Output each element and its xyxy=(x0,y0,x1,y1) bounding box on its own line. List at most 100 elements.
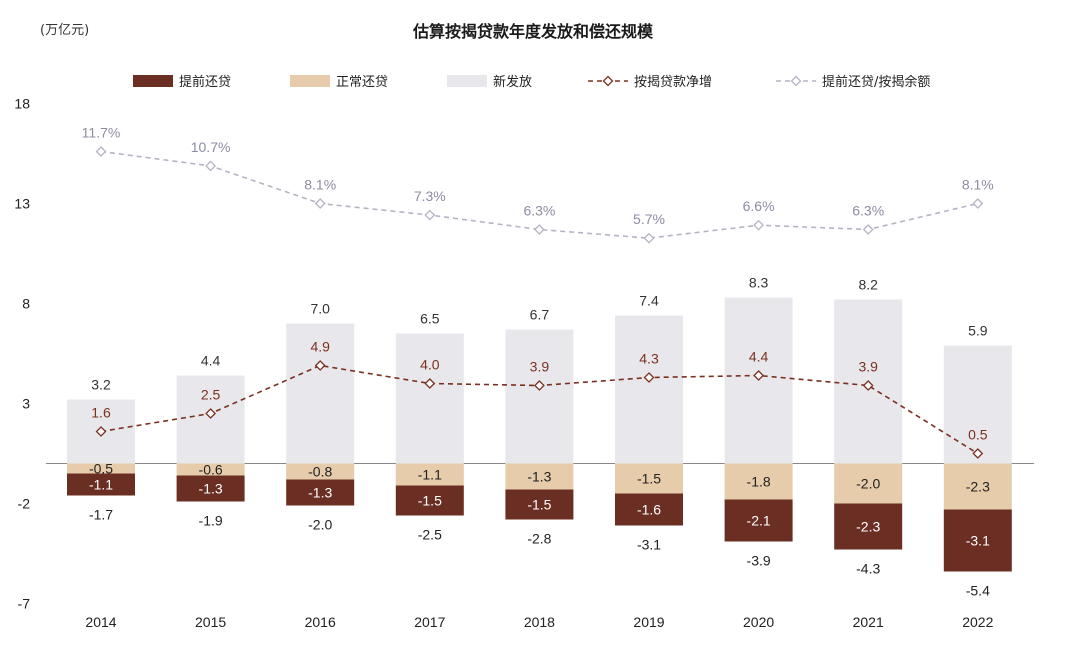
x-tick-label: 2021 xyxy=(853,614,884,630)
net-increase-label: 0.5 xyxy=(968,427,988,443)
net-increase-label: 2.5 xyxy=(201,387,221,403)
early-repay-ratio-point xyxy=(972,198,984,209)
label-early-repayment: -3.1 xyxy=(966,533,990,549)
bar-early-repayment xyxy=(943,509,1012,572)
legend-swatch xyxy=(133,75,173,87)
chart-title: 估算按揭贷款年度发放和偿还规模 xyxy=(412,22,654,41)
bar-normal-repayment xyxy=(286,463,355,480)
net-increase-point xyxy=(314,360,326,371)
label-new-issuance: 8.2 xyxy=(858,277,878,293)
label-normal-repayment: -0.8 xyxy=(308,464,332,480)
label-normal-repayment: -0.6 xyxy=(199,462,223,478)
legend-swatch-marker xyxy=(602,75,614,87)
x-tick-label: 2020 xyxy=(743,614,774,630)
x-tick-label: 2022 xyxy=(962,614,993,630)
early-repay-ratio-line xyxy=(100,150,978,239)
early-repay-ratio-label: 6.6% xyxy=(743,198,775,214)
label-new-issuance: 7.0 xyxy=(310,301,330,317)
bar-normal-repayment xyxy=(615,463,683,494)
net-increase-label: 3.9 xyxy=(858,359,878,375)
legend-swatch xyxy=(290,75,330,87)
label-total-repayment: -2.5 xyxy=(418,527,442,543)
bar-normal-repayment xyxy=(505,463,574,490)
early-repay-ratio-point xyxy=(533,224,545,235)
legend-label: 提前还贷 xyxy=(179,74,231,90)
early-repay-ratio-label: 8.1% xyxy=(304,177,336,193)
net-increase-point xyxy=(205,408,217,419)
early-repay-ratio-point xyxy=(862,224,874,235)
bars: 3.2-0.5-1.1-1.74.4-0.6-1.3-1.97.0-0.8-1.… xyxy=(67,275,1012,599)
x-tick-label: 2015 xyxy=(195,614,226,630)
legend: 提前还贷 正常还贷 新发放 按揭贷款净增 提前还贷/按揭余额 xyxy=(133,74,930,90)
net-increase-point xyxy=(424,378,436,389)
early-repay-ratio-point xyxy=(424,209,436,221)
lines: 1.6 2.5 4.9 4.0 3.9 4.3 4.4 3.9 0.5 11.7% 10.7% 8.1… xyxy=(82,125,994,459)
label-early-repayment: -2.1 xyxy=(747,513,771,529)
early-repay-ratio-label: 11.7% xyxy=(82,125,121,141)
early-repay-ratio-point xyxy=(643,232,655,244)
early-repay-ratio-label: 7.3% xyxy=(414,188,446,204)
net-increase-label: 1.6 xyxy=(91,405,111,421)
label-early-repayment: -1.1 xyxy=(89,477,113,493)
label-normal-repayment: -1.3 xyxy=(527,469,551,485)
label-new-issuance: 4.4 xyxy=(201,353,221,369)
bar-new-issuance xyxy=(615,315,683,464)
label-normal-repayment: -2.0 xyxy=(856,476,880,492)
label-total-repayment: -4.3 xyxy=(856,561,880,577)
label-total-repayment: -2.0 xyxy=(308,517,332,533)
legend-label: 正常还贷 xyxy=(336,75,388,90)
label-new-issuance: 6.7 xyxy=(530,307,550,323)
y-tick-label: -2 xyxy=(18,496,31,512)
bar-early-repayment xyxy=(176,475,245,502)
bar-new-issuance xyxy=(505,329,574,464)
early-repay-ratio-label: 6.3% xyxy=(852,203,884,219)
x-tick-label: 2019 xyxy=(633,614,664,630)
bar-early-repayment xyxy=(724,499,793,542)
bar-normal-repayment xyxy=(943,463,1012,510)
label-normal-repayment: -1.1 xyxy=(418,467,442,483)
label-normal-repayment: -0.5 xyxy=(89,461,113,477)
label-early-repayment: -2.3 xyxy=(856,519,880,535)
legend-swatch xyxy=(447,75,487,87)
net-increase-point xyxy=(862,380,874,391)
label-total-repayment: -3.9 xyxy=(747,553,771,569)
bar-early-repayment xyxy=(615,493,683,526)
early-repay-ratio-label: 10.7% xyxy=(191,139,231,155)
label-new-issuance: 5.9 xyxy=(968,323,988,339)
early-repay-ratio-label: 6.3% xyxy=(523,203,555,219)
label-total-repayment: -2.8 xyxy=(527,531,551,547)
bar-normal-repayment xyxy=(724,463,793,500)
label-total-repayment: -3.1 xyxy=(637,537,661,553)
label-early-repayment: -1.3 xyxy=(199,481,223,497)
x-tick-label: 2017 xyxy=(414,614,445,630)
net-increase-label: 3.9 xyxy=(530,359,550,375)
label-early-repayment: -1.5 xyxy=(418,493,442,509)
label-early-repayment: -1.5 xyxy=(527,497,551,513)
bar-early-repayment xyxy=(505,489,574,520)
label-new-issuance: 8.3 xyxy=(749,275,769,291)
label-normal-repayment: -1.5 xyxy=(637,471,661,487)
label-early-repayment: -1.6 xyxy=(637,502,661,518)
bar-early-repayment xyxy=(67,473,135,496)
early-repay-ratio-point xyxy=(753,219,765,231)
label-normal-repayment: -1.8 xyxy=(747,474,771,490)
x-tick-label: 2018 xyxy=(524,614,555,630)
bar-normal-repayment xyxy=(176,463,245,476)
y-tick-label: 3 xyxy=(22,396,30,412)
label-total-repayment: -1.9 xyxy=(199,513,223,529)
label-total-repayment: -5.4 xyxy=(966,583,990,599)
label-normal-repayment: -2.3 xyxy=(966,479,990,495)
bar-new-issuance xyxy=(943,345,1012,464)
legend-label: 新发放 xyxy=(493,74,532,90)
net-increase-point xyxy=(533,380,545,391)
legend-label: 按揭贷款净增 xyxy=(634,75,712,90)
bar-early-repayment xyxy=(286,479,355,506)
label-new-issuance: 6.5 xyxy=(420,311,440,327)
x-tick-label: 2016 xyxy=(305,614,336,630)
bar-new-issuance xyxy=(395,333,464,464)
x-tick-label: 2014 xyxy=(85,614,116,630)
bar-normal-repayment xyxy=(395,463,464,486)
net-increase-label: 4.4 xyxy=(749,349,769,365)
legend-label: 提前还贷/按揭余额 xyxy=(822,74,930,90)
